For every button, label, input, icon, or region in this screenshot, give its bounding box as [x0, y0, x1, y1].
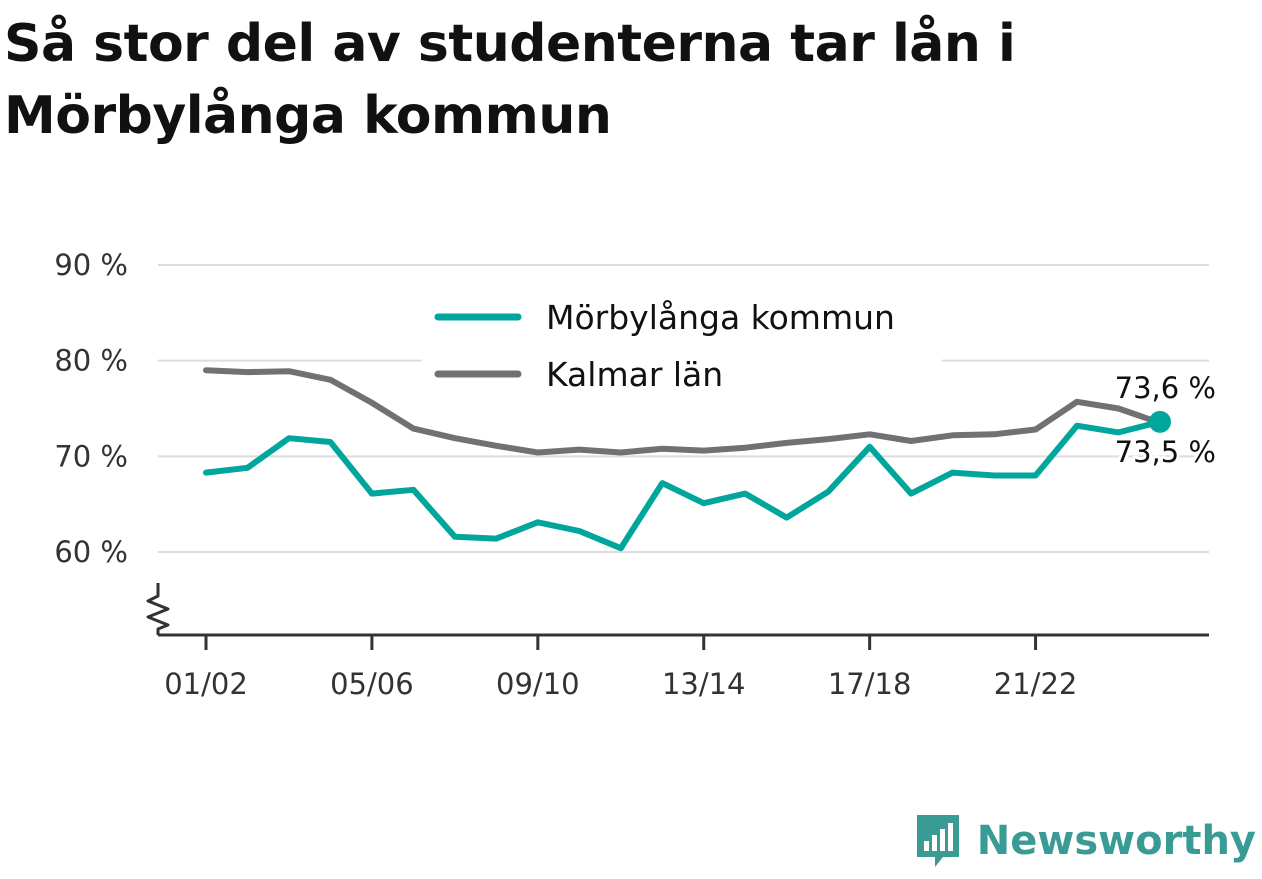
- x-tick-label: 17/18: [828, 667, 912, 701]
- chart-title: Så stor del av studenterna tar lån i Mör…: [4, 14, 1016, 146]
- y-tick-label: 80 %: [54, 344, 128, 378]
- legend: Mörbylånga kommun Kalmar län: [422, 290, 942, 402]
- x-tick-label: 01/02: [164, 667, 248, 701]
- end-value-label: 73,6 %: [1115, 371, 1216, 405]
- x-tick-label: 05/06: [330, 667, 414, 701]
- series-line: [203, 367, 1163, 456]
- series-line: [203, 418, 1163, 552]
- end-labels: 73,6 % 73,5 %: [1112, 368, 1219, 472]
- end-point-marker: [1149, 410, 1171, 433]
- x-axis: [146, 583, 1209, 637]
- newsworthy-brand: Newsworthy: [913, 811, 1256, 871]
- brand-name: Newsworthy: [976, 818, 1256, 864]
- newsworthy-logo-icon: [916, 815, 959, 867]
- end-value-label: 73,5 %: [1115, 435, 1216, 469]
- x-tick-label: 09/10: [496, 667, 580, 701]
- line-chart: 60 % 70 % 80 % 90 % 01/02 05/06 09/10 13/14 17/…: [54, 248, 1219, 701]
- y-tick-label: 60 %: [54, 535, 128, 569]
- x-tick-label: 13/14: [662, 667, 746, 701]
- y-tick-label: 70 %: [54, 439, 128, 473]
- legend-label: Mörbylånga kommun: [546, 298, 895, 337]
- series-lines: [203, 367, 1171, 552]
- legend-label: Kalmar län: [546, 355, 723, 394]
- x-axis-ticks: 01/02 05/06 09/10 13/14 17/18 21/22: [164, 635, 1077, 701]
- legend-background: [422, 290, 942, 402]
- axis-break-icon: [146, 583, 170, 635]
- x-tick-label: 21/22: [994, 667, 1078, 701]
- y-tick-label: 90 %: [54, 248, 128, 282]
- y-axis-ticks: 60 % 70 % 80 % 90 %: [54, 248, 128, 569]
